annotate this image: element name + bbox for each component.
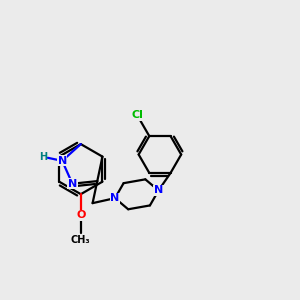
Text: N: N	[154, 185, 163, 196]
Text: CH₃: CH₃	[71, 236, 91, 245]
Text: N: N	[68, 179, 77, 189]
Text: N: N	[58, 156, 67, 166]
Text: H: H	[39, 152, 47, 162]
Text: Cl: Cl	[131, 110, 143, 120]
Text: O: O	[76, 210, 86, 220]
Text: N: N	[110, 193, 120, 203]
